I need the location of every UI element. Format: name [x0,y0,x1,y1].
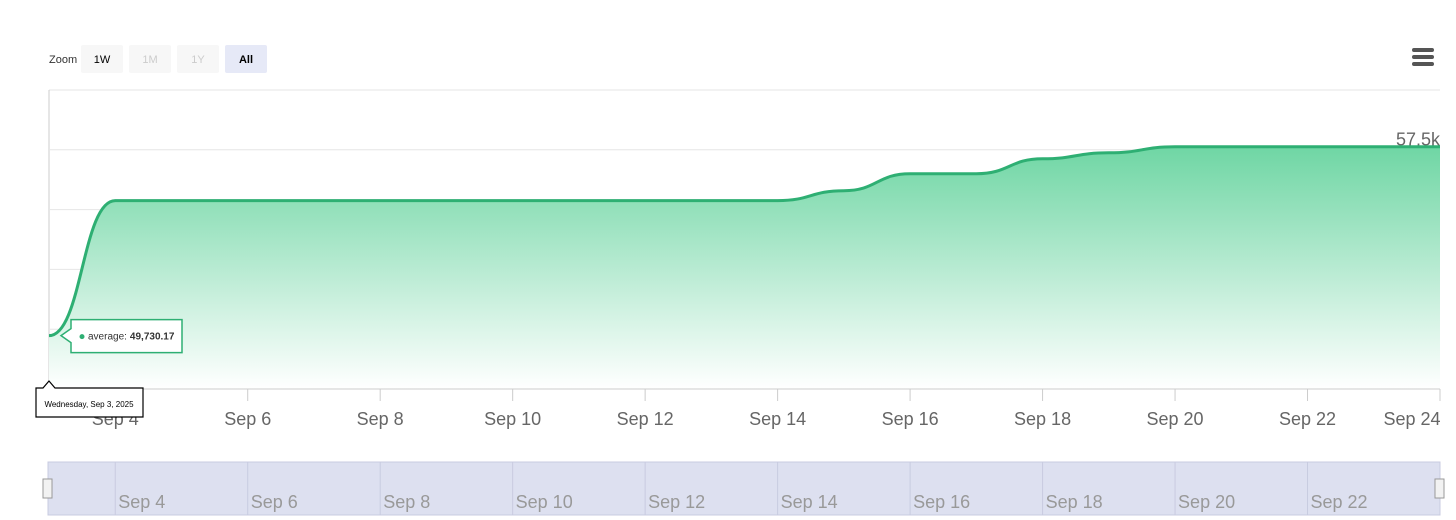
y-tick-label: 57.5k [1396,130,1441,150]
line [48,145,1440,338]
area-fill [49,146,1440,389]
x-tick-label: Sep 24 [1383,409,1440,429]
navigator-tick-label: Sep 18 [1046,492,1103,512]
x-tick-label: Sep 14 [749,409,806,429]
navigator-tick-label: Sep 14 [781,492,838,512]
zoom-button-label: 1W [94,54,111,66]
x-tick-label: Sep 18 [1014,409,1071,429]
navigator-tick-label: Sep 8 [383,492,430,512]
zoom-button [177,45,219,73]
x-tick-label: Sep 10 [484,409,541,429]
navigator-handle[interactable] [42,478,53,499]
zoom-button [129,45,171,73]
zoom-button-label: 1M [142,54,157,66]
navigator-tick-label: Sep 4 [118,492,165,512]
crosshair-label-box [35,380,144,418]
x-tick-label: Sep 6 [224,409,271,429]
navigator-tick-label: Sep 16 [913,492,970,512]
tooltip-value: 49,730.17 [130,331,175,342]
navigator-tick-label: Sep 22 [1311,492,1368,512]
x-tick-label: Sep 12 [617,409,674,429]
navigator-tick-label: Sep 10 [516,492,573,512]
navigator-handle[interactable] [1434,478,1445,499]
tooltip-series: average: [88,331,127,342]
x-tick-label: Sep 22 [1279,409,1336,429]
menu-button[interactable] [1412,48,1434,66]
zoom-label: Zoom [49,54,77,66]
x-tick-label: Sep 16 [882,409,939,429]
crosshair-label: Wednesday, Sep 3, 2025 [44,400,134,409]
tooltip-text: average: 49,730.17 [88,331,175,342]
x-tick-label: Sep 8 [357,409,404,429]
navigator-tick-label: Sep 12 [648,492,705,512]
tooltip-box [59,318,183,354]
zoom-button-label: 1Y [191,54,205,66]
navigator-tick-label: Sep 6 [251,492,298,512]
tooltip-marker [79,334,85,340]
zoom-button[interactable] [81,45,123,73]
x-tick-label: Sep 20 [1147,409,1204,429]
zoom-button-label: All [239,54,253,66]
navigator-tick-label: Sep 20 [1178,492,1235,512]
navigator[interactable] [47,461,1441,516]
zoom-button[interactable] [225,45,267,73]
